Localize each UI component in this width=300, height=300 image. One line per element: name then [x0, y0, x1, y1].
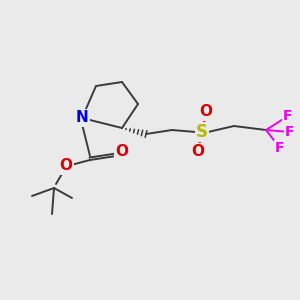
Text: O: O	[191, 145, 205, 160]
Text: F: F	[275, 141, 285, 155]
Text: O: O	[116, 145, 128, 160]
Text: S: S	[196, 123, 208, 141]
Text: F: F	[283, 109, 293, 123]
Text: O: O	[200, 104, 212, 119]
Text: N: N	[76, 110, 88, 125]
Text: F: F	[285, 125, 295, 139]
Text: O: O	[59, 158, 73, 173]
